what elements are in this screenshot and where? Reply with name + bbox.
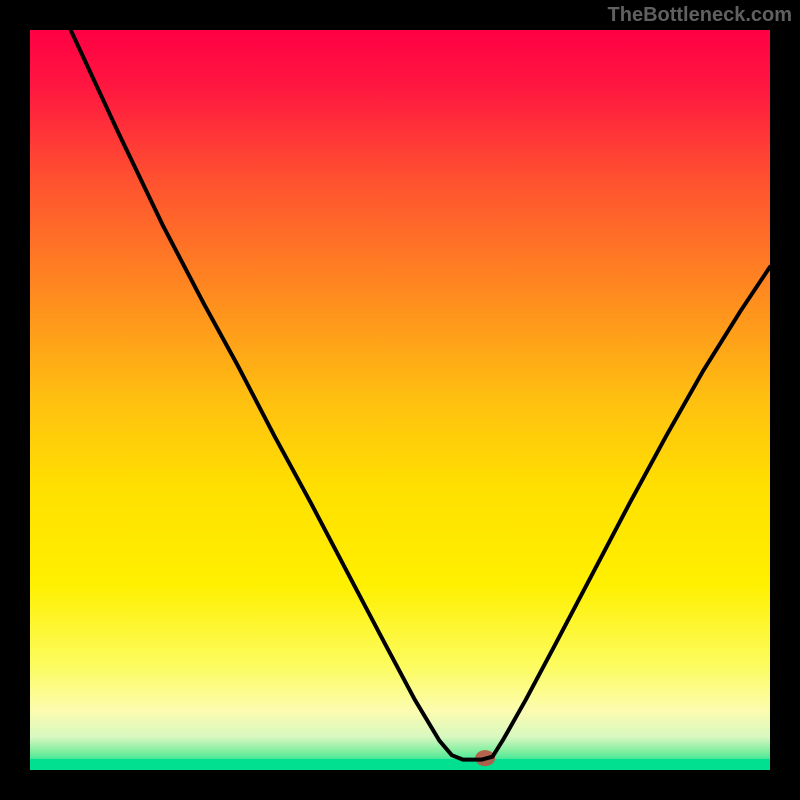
plot-frame [30, 30, 770, 770]
gradient-background [30, 30, 770, 770]
bottom-band [30, 759, 770, 770]
chart-root: TheBottleneck.com [0, 0, 800, 800]
watermark-text: TheBottleneck.com [608, 4, 792, 27]
plot-area [30, 30, 770, 770]
chart-svg [30, 30, 770, 770]
